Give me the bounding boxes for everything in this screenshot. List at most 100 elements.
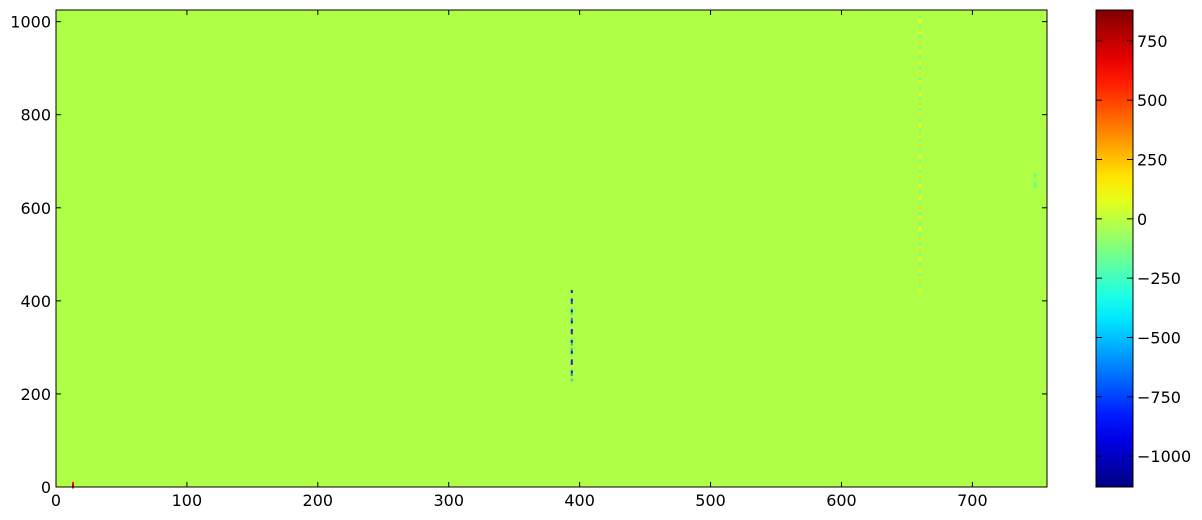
colorbar: −1000 −750 −500 −250 0 250 500 750 <box>1095 9 1191 488</box>
heatmap-cell <box>570 298 573 302</box>
heatmap-cell <box>919 107 922 111</box>
heatmap-cell <box>570 339 573 343</box>
heatmap-cell <box>570 334 573 338</box>
heatmap-cell <box>570 361 573 365</box>
heatmap-cell <box>1034 184 1037 188</box>
heatmap-cell <box>919 29 922 33</box>
heatmap-cell <box>570 290 573 294</box>
heatmap-cell <box>919 211 922 215</box>
heatmap-cell <box>919 262 922 266</box>
heatmap-cell <box>919 35 922 39</box>
heatmap-cell <box>919 79 922 83</box>
heatmap-cell <box>1034 182 1037 186</box>
heatmap-cell <box>919 15 922 19</box>
heatmap-cell <box>919 37 922 41</box>
heatmap-cell <box>570 312 573 316</box>
heatmap-cell <box>919 278 922 282</box>
heatmap-cell <box>919 57 922 61</box>
heatmap-cell <box>570 348 573 352</box>
heatmap-cell <box>1034 176 1037 180</box>
heatmap-cell <box>919 267 922 271</box>
heatmap-cell <box>570 320 573 324</box>
heatmap-cell <box>919 99 922 103</box>
heatmap-cell <box>919 161 922 165</box>
colorbar-tick-label: −500 <box>1137 328 1181 347</box>
heatmap-cell <box>919 166 922 170</box>
x-axis: 0 100 200 300 400 500 600 700 <box>51 10 988 510</box>
heatmap-cell <box>570 303 573 307</box>
plot-frame <box>55 9 1048 488</box>
heatmap-cell <box>570 306 573 310</box>
heatmap-cell <box>919 287 922 291</box>
heatmap-cell <box>919 68 922 72</box>
heatmap-cell <box>919 239 922 243</box>
heatmap-cell <box>919 225 922 229</box>
x-tick-label: 600 <box>826 491 857 510</box>
colorbar-tick-label: −1000 <box>1137 447 1191 466</box>
heatmap-cell <box>919 281 922 285</box>
heatmap-cell <box>919 220 922 224</box>
heatmap-cell <box>570 292 573 296</box>
heatmap-cell <box>919 276 922 280</box>
y-tick-label: 0 <box>41 478 51 497</box>
heatmap-cell <box>919 82 922 86</box>
heatmap-cell <box>919 93 922 97</box>
x-tick-label: 400 <box>564 491 595 510</box>
heatmap-cell <box>919 256 922 260</box>
heatmap-cell <box>919 217 922 221</box>
heatmap-cell <box>919 77 922 81</box>
heatmap-cell <box>570 314 573 318</box>
colorbar-tick-label: −750 <box>1137 388 1181 407</box>
heatmap-cell <box>570 331 573 335</box>
heatmap-cell <box>570 337 573 341</box>
heatmap-cell <box>570 301 573 305</box>
heatmap-cell <box>570 350 573 354</box>
heatmap-cell <box>919 119 922 123</box>
heatmap-cell <box>919 51 922 55</box>
colorbar-tick-label: −250 <box>1137 269 1181 288</box>
y-tick-label: 1000 <box>10 13 51 32</box>
heatmap-cell <box>1034 179 1037 183</box>
heatmap-cell <box>919 43 922 47</box>
heatmap-cell <box>570 353 573 357</box>
heatmap-cell <box>570 345 573 349</box>
heatmap-cell <box>919 88 922 92</box>
heatmap-cell <box>919 60 922 64</box>
heatmap-background <box>56 10 1047 487</box>
heatmap-feature <box>1034 173 1037 191</box>
heatmap-cell <box>919 49 922 53</box>
heatmap-cell <box>919 26 922 30</box>
y-tick-label: 600 <box>20 199 51 218</box>
y-tick-label: 400 <box>20 292 51 311</box>
heatmap-cell <box>919 54 922 58</box>
heatmap-cell <box>919 40 922 44</box>
heatmap-cell <box>919 245 922 249</box>
heatmap-cell <box>570 342 573 346</box>
heatmap-cell <box>919 231 922 235</box>
colorbar-tick-label: 750 <box>1137 32 1168 51</box>
heatmap-cell <box>919 253 922 257</box>
y-tick-label: 800 <box>20 106 51 125</box>
heatmap-cell <box>919 194 922 198</box>
heatmap-cell <box>919 152 922 156</box>
heatmap-cell <box>919 180 922 184</box>
heatmap-cell <box>919 21 922 25</box>
heatmap-cell <box>919 149 922 153</box>
heatmap-cell <box>919 71 922 75</box>
heatmap-cell <box>919 102 922 106</box>
heatmap-cell <box>919 172 922 176</box>
colorbar-tick-label: 500 <box>1137 91 1168 110</box>
heatmap-cell <box>919 110 922 114</box>
heatmap-cell <box>919 191 922 195</box>
heatmap-cell <box>919 197 922 201</box>
heatmap-cell <box>919 200 922 204</box>
heatmap-cell <box>919 130 922 134</box>
heatmap-cell <box>570 367 573 371</box>
heatmap-cell <box>72 481 75 485</box>
heatmap-cell <box>570 295 573 299</box>
heatmap-cell <box>919 236 922 240</box>
heatmap-cell <box>919 273 922 277</box>
heatmap-cell <box>919 144 922 148</box>
heatmap-feature <box>570 290 573 382</box>
y-tick-label: 200 <box>20 385 51 404</box>
